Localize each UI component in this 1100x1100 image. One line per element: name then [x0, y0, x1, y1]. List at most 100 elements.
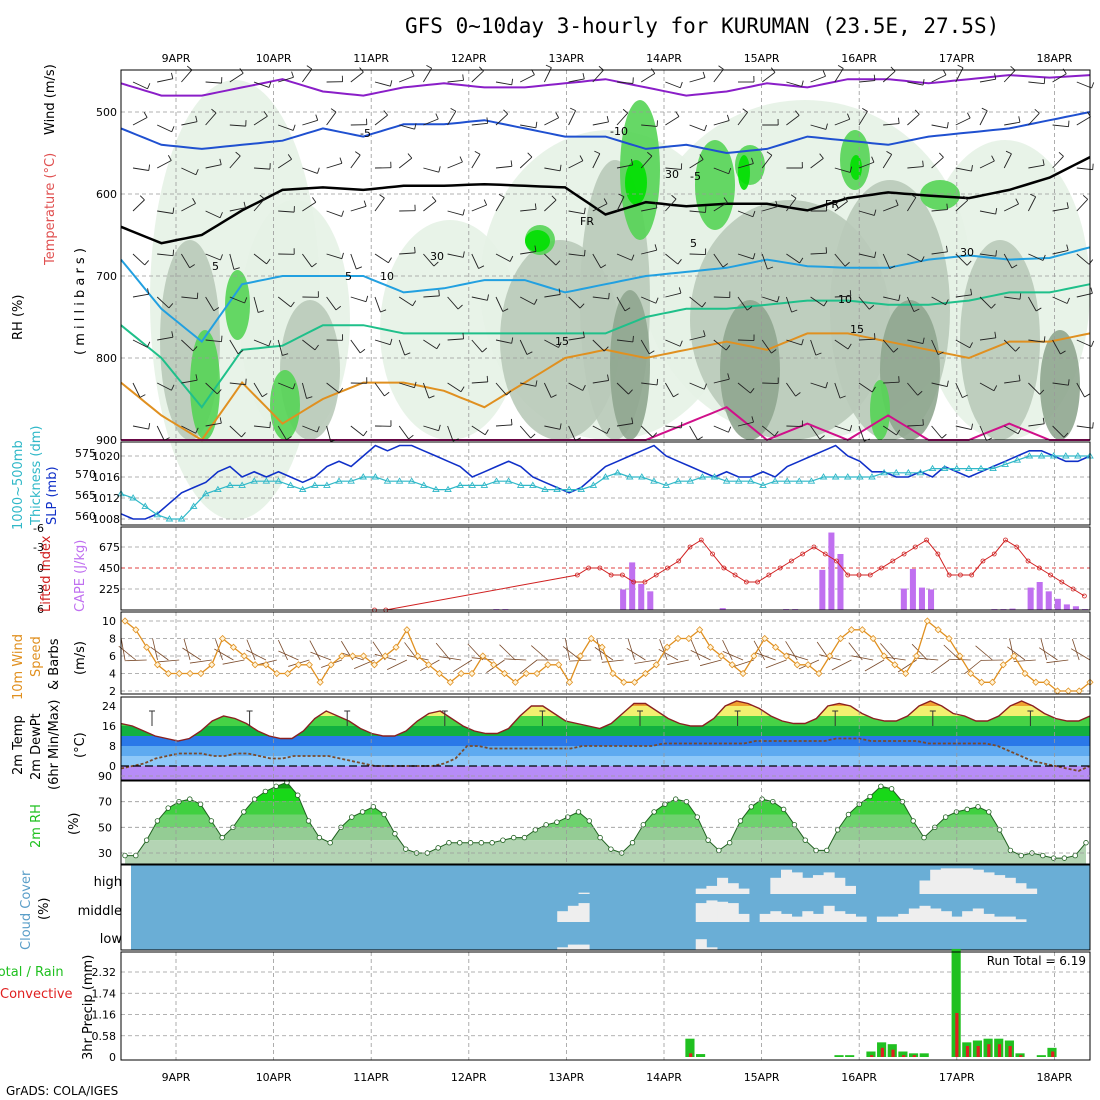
wind-barb-feather [211, 108, 217, 114]
wind-barb-feather [286, 436, 292, 441]
wind-barb [229, 382, 246, 386]
wind-barb [883, 204, 899, 212]
wind-barb [834, 339, 849, 350]
wind-y-tick: 6 [109, 650, 116, 663]
wind-barb [762, 296, 778, 303]
cloud-cell-low [567, 944, 579, 950]
li-marker [777, 565, 783, 571]
wind-speed-marker [164, 669, 172, 678]
wind-barb [157, 78, 173, 83]
wind-barb [399, 252, 416, 255]
rh-marker [1083, 840, 1089, 846]
thickness-marker [553, 485, 561, 493]
wind-barb-feather [408, 434, 414, 440]
wind-barb [906, 296, 915, 312]
wind-barb-feather [261, 393, 268, 398]
rh-marker [921, 834, 927, 841]
wind-barb [665, 116, 680, 126]
upper-y-tick: 600 [96, 188, 117, 201]
wind-barb-10m [916, 657, 939, 661]
wind-barb-10m [530, 645, 549, 661]
panel-frame [120, 69, 1091, 441]
wind-barb-feather [752, 253, 756, 260]
wind-barb [955, 167, 972, 172]
rh-marker [392, 831, 398, 837]
wind-barb-feather [815, 352, 822, 356]
upper-pressure-label: ( m i l l i b a r s ) [73, 248, 88, 355]
wind-barb [544, 117, 559, 126]
cloud-cell-middle [717, 901, 729, 922]
rh-marker [878, 783, 884, 789]
wind-barb [785, 296, 793, 313]
cloud-cell-high [940, 868, 952, 894]
wind-barb-feather [766, 151, 773, 156]
wind-barb [810, 339, 817, 356]
cloud-cell-middle [983, 913, 995, 922]
wind-barb [350, 339, 361, 354]
upper-wind-label: Wind (m/s) [43, 64, 58, 135]
contour-label: 5 [212, 260, 219, 273]
rh-marker [694, 814, 700, 820]
wind-barb-feather [776, 296, 780, 303]
wind-speed-marker [435, 669, 444, 678]
cape-bar [909, 568, 916, 610]
wind-barb-feather [922, 160, 924, 167]
wind-speed-marker [978, 678, 986, 686]
cloud-cell-middle [844, 913, 856, 922]
wind-barb-feather [379, 194, 385, 199]
wind-barb [858, 382, 873, 393]
wind-barb [713, 296, 730, 299]
wind-barb-feather [825, 382, 828, 389]
wind-barb-feather [1058, 151, 1064, 157]
wind-speed-marker [132, 626, 140, 634]
thickness-marker [698, 473, 707, 480]
thickness-marker [916, 468, 925, 476]
wind-barb-feather [462, 74, 464, 81]
rh-shading [270, 370, 300, 440]
wind-barb-feather [1060, 350, 1066, 355]
wind-barb [229, 72, 244, 83]
thickness-marker [1074, 452, 1082, 459]
wind-barb-feather [306, 396, 313, 399]
wind-barb-feather [384, 391, 390, 397]
wind-barb-10m [786, 653, 809, 661]
wind-barb [519, 339, 528, 355]
wind-barb-feather [195, 115, 198, 122]
panel-frame [120, 696, 1091, 781]
precip-conv-bar [689, 1053, 693, 1057]
wind-barb-feather [1035, 307, 1042, 312]
wind-barb [1052, 155, 1064, 169]
cloud-cell-middle [994, 916, 1006, 922]
wind-barb-feather [435, 113, 439, 120]
precip-conv-bar [902, 1055, 906, 1057]
cape-bar [1063, 604, 1070, 610]
cloud-cell-middle [1004, 916, 1016, 922]
wind-barb-feather [728, 426, 732, 433]
wind-barb [447, 296, 459, 310]
wind-barb-feather [1042, 159, 1045, 166]
rh-y-tick: 30 [98, 847, 112, 860]
wind-barb-feather [550, 394, 557, 398]
wind-barb [616, 164, 633, 169]
rh-marker [791, 822, 798, 828]
thickness-marker [226, 481, 234, 488]
slp-y-tick: 1016 [92, 471, 120, 484]
wind-barb-10m [659, 639, 668, 661]
wind-barb-feather [598, 65, 604, 71]
cape-bar [620, 589, 627, 610]
wind-barb-10m [931, 659, 950, 674]
rh-marker [143, 837, 150, 843]
rh-marker [824, 847, 830, 854]
contour-label: 30 [960, 246, 974, 259]
wind-barb-feather [213, 307, 220, 312]
wind-barb [423, 68, 433, 83]
rh-shading [225, 270, 250, 340]
wind-barb-feather [498, 193, 505, 198]
wind-barb-feather [438, 289, 440, 296]
li-marker [856, 572, 862, 578]
wind-barb-feather [847, 113, 851, 120]
wind-barb-feather [339, 157, 343, 164]
thickness-marker [407, 477, 416, 484]
precip-total-bar [845, 1055, 855, 1057]
wind-speed-marker [229, 643, 237, 651]
